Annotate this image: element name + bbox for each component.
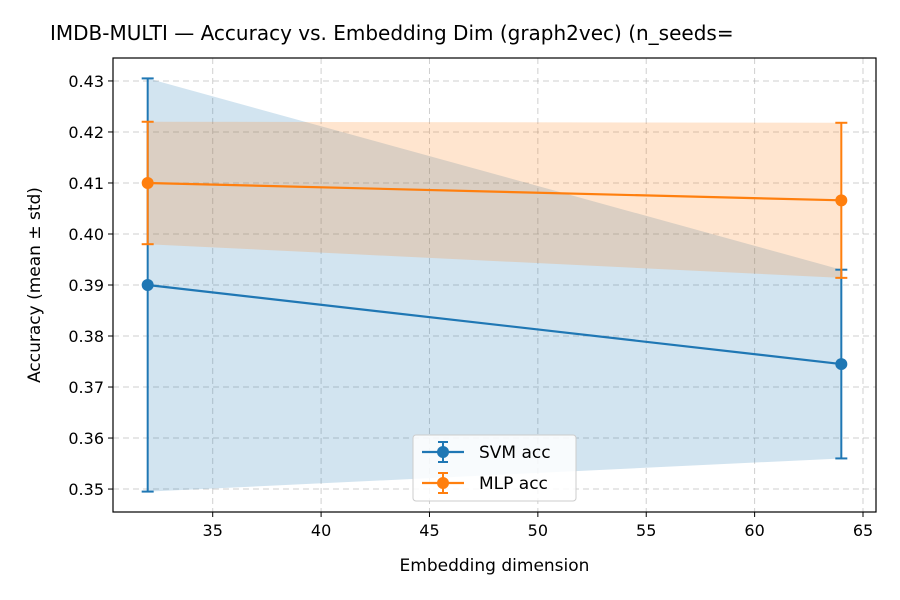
x-tick-label: 40: [311, 521, 331, 540]
axis-ticks: 35 40 45 50 55 60 65 0.35 0.36 0.37 0.38 0.39 0.40 0.…: [68, 72, 873, 540]
y-tick-label: 0.41: [68, 174, 104, 193]
legend-label: MLP acc: [479, 474, 548, 494]
y-tick-label: 0.40: [68, 225, 104, 244]
x-tick-label: 55: [636, 521, 656, 540]
legend-marker: [437, 477, 449, 489]
x-tick-label: 35: [203, 521, 223, 540]
std-band-0: [147, 78, 842, 492]
y-tick-label: 0.36: [68, 429, 104, 448]
series-1: [141, 120, 848, 279]
legend-label: SVM acc: [479, 443, 551, 463]
std-band-1: [147, 121, 842, 278]
x-tick-label: 65: [853, 521, 873, 540]
legend: SVM acc MLP acc: [412, 434, 577, 502]
std-bands: [147, 78, 842, 492]
y-tick-label: 0.39: [68, 276, 104, 295]
series-layer: [141, 77, 848, 493]
x-tick-label: 45: [419, 521, 439, 540]
y-axis-label: Accuracy (mean ± std): [25, 187, 45, 383]
data-point: [141, 279, 154, 291]
y-tick-label: 0.35: [68, 480, 104, 499]
y-tick-label: 0.37: [68, 378, 104, 397]
series-line: [147, 283, 842, 366]
x-tick-label: 50: [528, 521, 548, 540]
y-tick-label: 0.38: [68, 327, 104, 346]
series-line: [147, 181, 842, 202]
data-point: [835, 194, 848, 207]
x-axis-label: Embedding dimension: [400, 556, 590, 576]
y-tick-label: 0.43: [68, 72, 104, 91]
legend-marker: [437, 446, 449, 458]
legend-entry-0: SVM acc: [422, 441, 551, 463]
chart-title: IMDB-MULTI — Accuracy vs. Embedding Dim …: [50, 21, 734, 45]
y-tick-label: 0.42: [68, 123, 104, 142]
data-point: [835, 358, 848, 371]
legend-entry-1: MLP acc: [422, 472, 548, 494]
data-point: [141, 176, 154, 189]
x-tick-label: 60: [744, 521, 764, 540]
